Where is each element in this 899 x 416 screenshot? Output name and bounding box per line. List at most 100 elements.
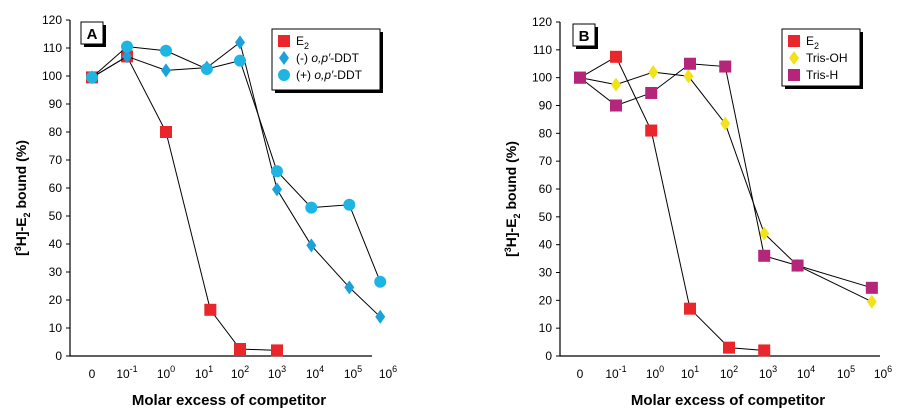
y-tick-label: 120	[42, 13, 62, 27]
y-tick-label: 40	[539, 238, 553, 252]
x-tick-label: 105	[837, 364, 855, 381]
x-tick-label: 100	[157, 364, 175, 381]
series-2	[574, 57, 878, 294]
y-tick-label: 10	[49, 321, 63, 335]
data-point-marker	[234, 54, 246, 67]
x-axis-title: Molar excess of competitor	[631, 392, 825, 409]
x-tick-label: 0	[577, 367, 584, 381]
legend-marker	[789, 51, 799, 65]
data-point-marker	[160, 44, 172, 57]
legend-label: (-) o,p′-DDT	[296, 51, 360, 65]
y-axis-title: [3H]-E2 bound (%)	[503, 141, 522, 257]
chart-panel-a: 0 10 20 30 40 50 60 70 80 90 100 110 120 0 10-1 100 101 1…	[13, 13, 397, 409]
series-line	[579, 56, 765, 351]
y-tick-label: 30	[49, 265, 63, 279]
data-point-marker	[648, 65, 659, 80]
data-point-marker	[610, 50, 622, 63]
y-tick-label: 100	[42, 69, 62, 83]
data-point-marker	[791, 259, 804, 272]
legend-label: E2	[806, 34, 819, 51]
legend-marker	[278, 35, 290, 47]
legend-label: Tris-H	[806, 68, 838, 82]
data-point-marker	[86, 71, 98, 84]
y-tick-label: 30	[539, 266, 553, 280]
x-tick-label: 101	[195, 364, 213, 381]
y-tick-label: 10	[539, 321, 553, 335]
data-point-marker	[758, 344, 771, 357]
data-point-marker	[344, 280, 355, 295]
data-point-marker	[235, 35, 245, 50]
legend-marker	[788, 35, 800, 47]
data-point-marker	[204, 303, 217, 316]
data-point-marker	[758, 249, 771, 262]
x-tick-label: 103	[268, 364, 286, 381]
data-point-marker	[645, 86, 658, 99]
data-point-marker	[759, 226, 770, 241]
data-point-marker	[200, 63, 213, 75]
series-line	[579, 63, 873, 289]
x-tick-label: 10-1	[116, 364, 137, 381]
x-tick-label: 105	[344, 364, 362, 381]
y-tick-label: 0	[545, 349, 552, 363]
data-point-marker	[160, 126, 172, 138]
legend-label: (+) o,p′-DDT	[296, 68, 363, 82]
panel-letter: A	[87, 26, 98, 43]
data-point-marker	[611, 77, 621, 92]
data-point-marker	[574, 71, 586, 84]
data-point-marker	[122, 49, 132, 64]
legend-marker	[278, 69, 290, 81]
y-tick-label: 70	[49, 153, 63, 167]
x-tick-label: 101	[681, 364, 699, 381]
x-tick-label: 0	[89, 367, 96, 381]
legend-label: E2	[296, 34, 309, 51]
data-point-marker	[375, 309, 386, 324]
data-point-marker	[343, 198, 356, 211]
data-point-marker	[866, 294, 877, 309]
data-point-marker	[121, 40, 133, 53]
y-tick-label: 50	[49, 209, 63, 223]
series-1	[87, 35, 386, 324]
y-tick-label: 40	[49, 237, 63, 251]
data-point-marker	[271, 165, 283, 178]
data-point-marker	[645, 124, 658, 137]
x-tick-label: 103	[759, 364, 777, 381]
y-tick-label: 90	[539, 99, 553, 113]
data-point-marker	[684, 302, 696, 315]
data-point-marker	[610, 99, 622, 112]
y-tick-label: 80	[49, 125, 63, 139]
y-tick-label: 80	[539, 126, 553, 140]
data-point-marker	[374, 275, 387, 288]
series-line	[579, 71, 873, 303]
y-axis-title: [3H]-E2 bound (%)	[13, 140, 32, 256]
data-point-marker	[723, 341, 735, 354]
legend: E2(-) o,p′-DDT (+) o,p′-DDT	[271, 28, 383, 93]
data-point-marker	[683, 69, 694, 84]
y-tick-label: 20	[49, 293, 63, 307]
data-point-marker	[271, 344, 283, 357]
data-point-marker	[720, 116, 731, 131]
data-point-marker	[306, 238, 317, 253]
data-point-marker	[234, 343, 246, 355]
y-tick-label: 60	[539, 182, 553, 196]
data-point-marker	[865, 281, 878, 294]
series-2	[86, 40, 387, 288]
y-tick-label: 90	[49, 97, 63, 111]
data-point-marker	[161, 63, 171, 78]
data-point-marker	[719, 60, 732, 73]
x-tick-label: 104	[797, 364, 815, 381]
data-point-marker	[305, 201, 318, 214]
y-tick-label: 110	[43, 41, 62, 55]
x-tick-label: 102	[720, 364, 738, 381]
series-0	[574, 50, 771, 357]
panel-letter-box	[572, 23, 596, 47]
x-tick-label: 106	[379, 364, 397, 381]
x-tick-label: 106	[874, 364, 892, 381]
panel-letter: B	[579, 28, 590, 45]
data-point-marker	[272, 182, 282, 197]
x-tick-label: 100	[646, 364, 664, 381]
series-line	[91, 55, 278, 351]
y-tick-label: 120	[532, 15, 552, 29]
